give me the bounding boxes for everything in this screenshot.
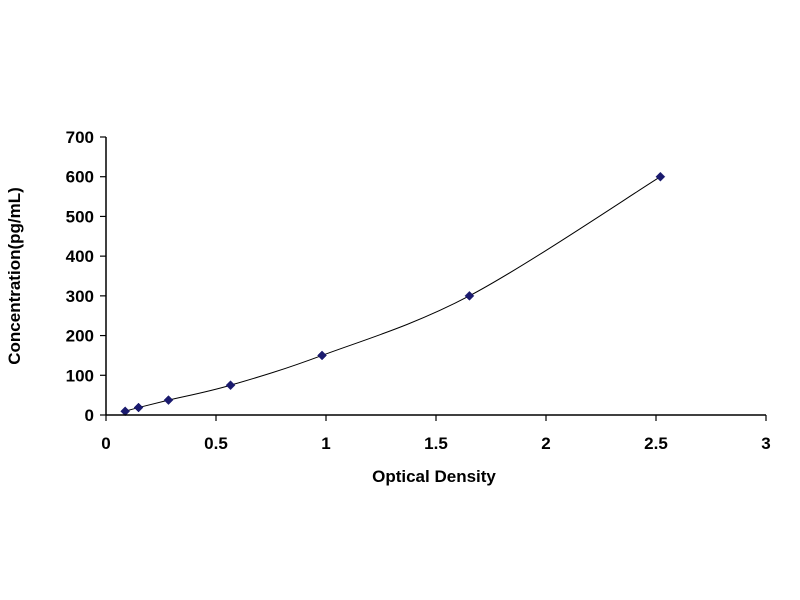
y-axis-ticks: 0 100 200 300 400 500 600 700 [66, 128, 106, 425]
y-tick-label: 400 [66, 247, 94, 266]
data-point-marker [317, 350, 327, 361]
x-axis-ticks: 0 0.5 1 1.5 2 2.5 3 [101, 415, 771, 453]
data-point-marker [163, 395, 174, 405]
curve-layer [125, 176, 661, 412]
x-tick-label: 0 [101, 434, 110, 453]
x-tick-label: 0.5 [204, 434, 228, 453]
y-tick-label: 500 [66, 207, 94, 226]
x-tick-label: 1.5 [424, 434, 448, 453]
y-tick-label: 700 [66, 128, 94, 147]
x-tick-label: 2 [541, 434, 550, 453]
plot-area [120, 171, 666, 417]
y-tick-label: 0 [85, 406, 94, 425]
point-layer [120, 171, 666, 417]
y-tick-label: 200 [66, 327, 94, 346]
x-axis-title: Optical Density [372, 467, 496, 486]
y-axis-title: Concentration(pg/mL) [5, 187, 24, 365]
data-point-marker [655, 171, 666, 182]
x-tick-label: 2.5 [644, 434, 668, 453]
y-tick-label: 600 [66, 168, 94, 187]
x-tick-label: 3 [761, 434, 770, 453]
data-point-marker [120, 406, 130, 417]
data-point-marker [133, 402, 144, 413]
y-tick-label: 100 [66, 366, 94, 385]
fit-curve [125, 176, 661, 412]
y-tick-label: 300 [66, 287, 94, 306]
data-point-marker [464, 291, 475, 301]
x-tick-label: 1 [321, 434, 330, 453]
data-point-marker [225, 380, 236, 391]
